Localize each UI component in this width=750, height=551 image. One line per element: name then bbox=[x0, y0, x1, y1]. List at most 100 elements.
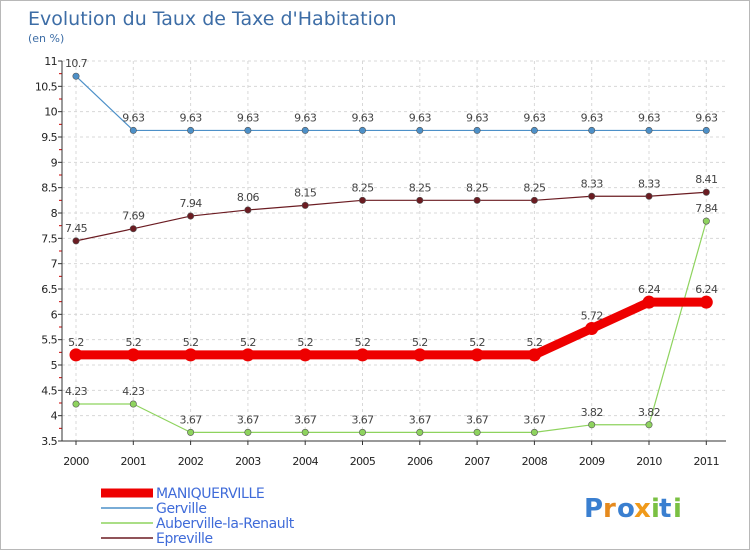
x-tick-label: 2001 bbox=[120, 455, 146, 468]
x-tick-label: 2003 bbox=[235, 455, 261, 468]
data-label: 3.67 bbox=[180, 413, 203, 426]
data-point bbox=[642, 295, 656, 309]
data-label: 9.63 bbox=[294, 111, 317, 124]
data-point bbox=[298, 348, 312, 362]
data-label: 8.25 bbox=[351, 181, 374, 194]
x-tick-label: 2009 bbox=[579, 455, 605, 468]
y-tick-label: 6 bbox=[51, 308, 58, 321]
x-tick-label: 2011 bbox=[693, 455, 719, 468]
legend: MANIQUERVILLEGervilleAuberville-la-Renau… bbox=[101, 486, 295, 547]
data-point bbox=[244, 428, 252, 436]
x-tick-label: 2010 bbox=[636, 455, 662, 468]
data-label: 7.45 bbox=[65, 222, 88, 235]
data-label: 7.94 bbox=[180, 197, 203, 210]
legend-label: Epreville bbox=[156, 531, 213, 547]
data-label: 8.25 bbox=[409, 181, 432, 194]
series-line-epreville bbox=[75, 191, 707, 242]
data-label: 8.33 bbox=[638, 177, 661, 190]
data-label: 8.06 bbox=[237, 191, 260, 204]
data-label: 9.63 bbox=[581, 111, 604, 124]
x-tick-label: 2007 bbox=[464, 455, 490, 468]
data-point bbox=[416, 196, 424, 204]
x-tick-label: 2002 bbox=[178, 455, 204, 468]
data-labels: 10.7 9.63 9.63 9.63 9.63 9.63 9.63 9.63 9.63 9.63… bbox=[65, 57, 719, 426]
y-tick-label: 9.5 bbox=[41, 131, 57, 144]
data-label: 8.33 bbox=[581, 177, 604, 190]
data-label: 3.67 bbox=[466, 413, 489, 426]
y-tick-label: 3.5 bbox=[41, 435, 57, 448]
y-tick-label: 5.5 bbox=[41, 334, 57, 347]
data-label: 5.2 bbox=[68, 336, 84, 349]
data-label: 4.23 bbox=[122, 385, 145, 398]
data-label: 9.63 bbox=[695, 111, 718, 124]
data-point bbox=[358, 196, 366, 204]
data-label: 5.2 bbox=[183, 336, 199, 349]
data-point bbox=[645, 126, 653, 134]
data-point bbox=[585, 322, 599, 336]
data-point bbox=[530, 126, 538, 134]
legend-label: Gerville bbox=[156, 501, 207, 517]
data-point bbox=[356, 348, 369, 362]
logo-letter: P bbox=[584, 494, 603, 524]
data-label: 8.25 bbox=[523, 181, 546, 194]
logo-letter: t bbox=[659, 494, 671, 524]
data-label: 7.84 bbox=[695, 202, 718, 215]
x-tick-label: 2008 bbox=[522, 455, 548, 468]
x-tick-label: 2000 bbox=[63, 455, 89, 468]
data-label: 9.63 bbox=[237, 111, 260, 124]
data-point bbox=[416, 428, 424, 436]
legend-label: Auberville-la-Renault bbox=[156, 516, 295, 532]
axes: 3.5 4 4.5 5 5.5 6 6.5 7 7.5 8 8.5 9 9.5 10 10.5 11 2000 2… bbox=[35, 55, 726, 468]
legend-label: MANIQUERVILLE bbox=[156, 486, 264, 502]
data-point bbox=[473, 428, 481, 436]
data-point bbox=[187, 212, 195, 220]
series-gerville bbox=[72, 72, 710, 134]
data-label: 5.2 bbox=[527, 336, 543, 349]
data-label: 3.82 bbox=[638, 406, 660, 419]
data-point bbox=[645, 192, 653, 200]
data-point bbox=[184, 348, 198, 362]
data-point bbox=[358, 428, 366, 436]
data-label: 5.2 bbox=[297, 336, 313, 349]
data-label: 4.23 bbox=[65, 385, 88, 398]
data-label: 9.63 bbox=[409, 111, 432, 124]
data-point bbox=[301, 201, 309, 209]
data-label: 3.67 bbox=[409, 413, 432, 426]
data-point bbox=[702, 217, 710, 225]
series-auberville-la-renault bbox=[72, 217, 710, 436]
series-line-maniquerville bbox=[71, 297, 711, 360]
data-point bbox=[358, 126, 366, 134]
data-label: 10.7 bbox=[65, 57, 88, 70]
data-label: 9.63 bbox=[638, 111, 661, 124]
data-label: 9.63 bbox=[523, 111, 546, 124]
y-tick-label: 10.5 bbox=[35, 80, 58, 93]
y-tick-label: 10 bbox=[44, 106, 57, 119]
data-label: 6.24 bbox=[638, 283, 661, 296]
data-point bbox=[702, 126, 710, 134]
data-point bbox=[129, 225, 137, 233]
data-label: 3.67 bbox=[294, 413, 317, 426]
data-point bbox=[473, 126, 481, 134]
data-label: 5.2 bbox=[240, 336, 256, 349]
y-tick-label: 8.5 bbox=[41, 182, 57, 195]
data-point bbox=[301, 126, 309, 134]
data-point bbox=[187, 428, 195, 436]
grid bbox=[62, 60, 726, 442]
data-label: 9.63 bbox=[180, 111, 203, 124]
data-label: 3.82 bbox=[581, 406, 603, 419]
data-point bbox=[416, 126, 424, 134]
data-label: 5.72 bbox=[581, 310, 603, 323]
data-label: 5.2 bbox=[355, 336, 371, 349]
chart-subtitle: (en %) bbox=[28, 32, 64, 45]
data-point bbox=[129, 400, 137, 408]
data-label: 6.24 bbox=[695, 283, 718, 296]
data-point bbox=[588, 421, 596, 429]
data-point bbox=[527, 348, 541, 362]
series-line-auberville-la-renault bbox=[75, 220, 707, 433]
data-point bbox=[69, 348, 83, 362]
y-tick-label: 6.5 bbox=[41, 283, 57, 296]
data-point bbox=[588, 126, 596, 134]
